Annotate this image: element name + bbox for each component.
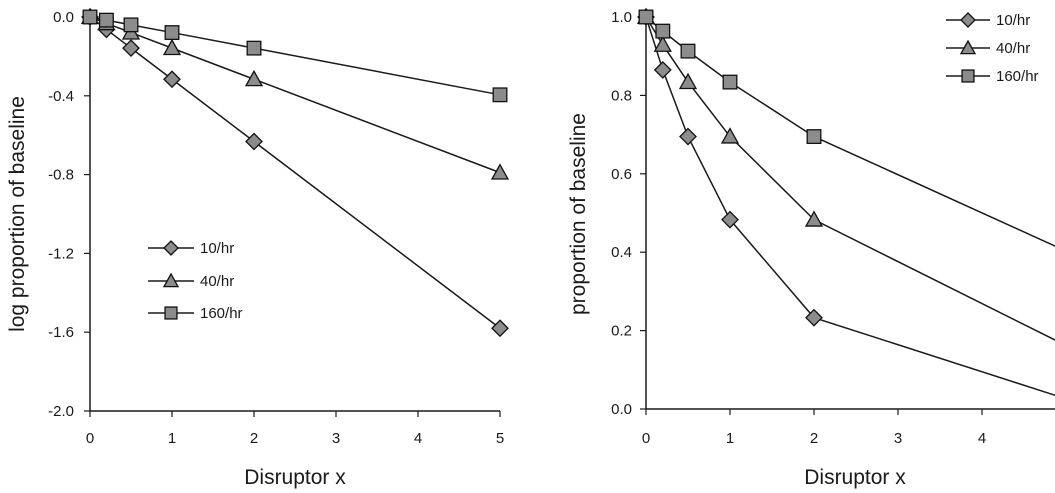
data-point-square <box>806 129 822 145</box>
data-point-square <box>82 9 98 25</box>
x-tick-label: 3 <box>332 430 340 447</box>
y-tick-label: 0.0 <box>611 401 632 418</box>
legend-marker-diamond <box>960 12 976 28</box>
x-tick-label: 0 <box>86 430 94 447</box>
chart-left-log-proportion: 0.0 -0.4 -0.8 -1.2 -1.6 -2.0 0 1 2 3 4 5 Disruptor x… <box>6 7 510 489</box>
series-line-160-per-hr <box>89 16 501 96</box>
x-tick-label: 5 <box>496 430 504 447</box>
y-axis-title: log proportion of baseline <box>6 96 29 332</box>
data-point-square <box>722 74 738 90</box>
y-tick-label: -1.2 <box>48 245 74 262</box>
legend-marker-triangle <box>959 39 977 55</box>
series-line-10-per-hr <box>645 16 1055 397</box>
data-point-diamond <box>721 210 739 229</box>
y-tick-label: 0.6 <box>611 166 632 183</box>
legend-label: 10/hr <box>200 240 234 257</box>
data-point-square <box>246 40 262 56</box>
x-tick-label: 1 <box>168 430 176 447</box>
x-tick-label: 1 <box>726 430 734 447</box>
y-tick-label: 0.0 <box>53 9 74 26</box>
y-axis-title: proportion of baseline <box>567 113 590 315</box>
data-point-triangle <box>162 38 182 56</box>
data-point-diamond <box>805 308 823 327</box>
data-point-triangle <box>490 163 510 180</box>
y-tick-label: -0.4 <box>48 88 74 105</box>
x-tick-label: 2 <box>250 430 258 447</box>
y-tick-label: -0.8 <box>48 167 74 184</box>
data-point-diamond <box>679 127 697 146</box>
y-tick-label: 0.2 <box>611 323 632 340</box>
y-tick-label: -2.0 <box>48 403 74 420</box>
data-point-diamond <box>653 61 672 79</box>
x-axis-title: Disruptor x <box>244 466 346 489</box>
x-tick-label: 4 <box>978 430 986 447</box>
data-point-square <box>655 23 671 39</box>
data-point-square <box>123 17 139 33</box>
series-line-160-per-hr <box>645 16 1055 247</box>
data-point-square <box>98 12 114 28</box>
series-line-40-per-hr <box>89 16 501 174</box>
data-point-triangle <box>678 72 698 90</box>
x-axis-title: Disruptor x <box>804 466 906 489</box>
legend-label: 160/hr <box>200 305 243 322</box>
plot-area <box>636 7 1055 397</box>
legend-marker-triangle <box>162 272 180 288</box>
y-tick-label: 0.8 <box>611 87 632 104</box>
data-point-diamond <box>122 39 140 58</box>
legend-label: 40/hr <box>200 273 234 290</box>
y-tick-label: -1.6 <box>48 324 74 341</box>
x-tick-label: 0 <box>642 430 650 447</box>
data-point-triangle <box>653 35 672 52</box>
legend-label: 40/hr <box>996 40 1030 57</box>
data-point-diamond <box>163 70 181 89</box>
data-point-diamond <box>245 132 263 151</box>
legend-marker-square <box>961 69 975 83</box>
data-point-square <box>492 87 508 103</box>
x-tick-label: 3 <box>894 430 902 447</box>
plot-area <box>80 7 510 338</box>
data-point-square <box>680 43 696 59</box>
data-point-diamond <box>491 319 509 338</box>
legend-marker-diamond <box>163 240 179 256</box>
data-point-triangle <box>804 210 824 227</box>
y-tick-label: 1.0 <box>611 9 632 26</box>
chart-right-proportion: 1.0 0.8 0.6 0.4 0.2 0.0 0 1 2 3 4 Disruptor x propor… <box>567 7 1055 489</box>
data-point-square <box>638 9 654 25</box>
series-line-40-per-hr <box>645 16 1055 341</box>
data-point-square <box>164 25 180 41</box>
y-tick-label: 0.4 <box>611 244 632 261</box>
data-point-triangle <box>244 69 264 87</box>
legend-label: 10/hr <box>996 12 1030 29</box>
legend-marker-square <box>164 306 178 320</box>
legend-label: 160/hr <box>996 68 1039 85</box>
x-tick-label: 2 <box>810 430 818 447</box>
data-point-triangle <box>720 127 740 144</box>
x-tick-label: 4 <box>414 430 422 447</box>
